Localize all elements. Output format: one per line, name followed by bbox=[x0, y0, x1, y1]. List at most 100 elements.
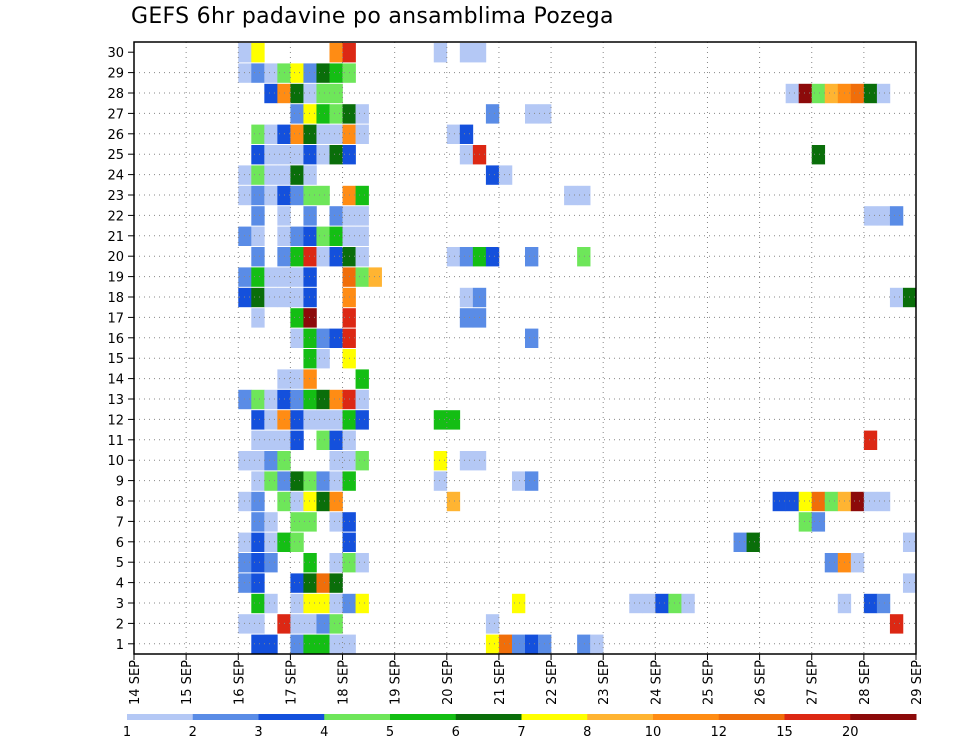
heatmap-cell bbox=[264, 634, 278, 654]
heatmap-cell bbox=[251, 430, 265, 450]
heatmap-cell bbox=[303, 553, 317, 573]
heatmap-cell bbox=[785, 83, 799, 104]
heatmap-cell bbox=[824, 83, 839, 104]
heatmap-cell bbox=[329, 451, 343, 471]
heatmap-cell bbox=[785, 491, 799, 512]
heatmap-cell bbox=[446, 247, 461, 267]
heatmap-cell bbox=[290, 267, 304, 287]
y-tick-label: 20 bbox=[107, 250, 124, 265]
heatmap-cell bbox=[342, 43, 356, 63]
legend-label: 1 bbox=[123, 725, 131, 740]
y-tick-label: 14 bbox=[107, 373, 124, 388]
y-tick-label: 28 bbox=[107, 87, 124, 102]
heatmap-cell bbox=[459, 124, 474, 144]
heatmap-cell bbox=[251, 491, 265, 512]
heatmap-cell bbox=[459, 247, 474, 267]
heatmap-cell bbox=[264, 124, 278, 144]
heatmap-cell bbox=[264, 410, 278, 430]
y-tick-label: 17 bbox=[107, 311, 124, 326]
heatmap-cell bbox=[264, 267, 278, 287]
heatmap-cell bbox=[798, 512, 813, 532]
heatmap-cell bbox=[251, 553, 265, 573]
heatmap-cell bbox=[355, 185, 369, 206]
heatmap-cell bbox=[850, 491, 865, 512]
heatmap-cell bbox=[238, 63, 252, 83]
heatmap-cell bbox=[316, 247, 330, 267]
heatmap-cell bbox=[303, 634, 317, 654]
heatmap-cell bbox=[368, 267, 382, 287]
y-tick-label: 16 bbox=[107, 332, 124, 347]
heatmap-cell bbox=[329, 206, 343, 226]
heatmap-cell bbox=[355, 369, 369, 389]
x-tick-label: 19 SEP bbox=[389, 660, 404, 705]
y-tick-label: 7 bbox=[116, 515, 124, 530]
heatmap-cell bbox=[264, 145, 278, 165]
legend-swatch bbox=[718, 714, 785, 720]
heatmap-cell bbox=[459, 287, 474, 308]
heatmap-cell bbox=[798, 83, 813, 104]
heatmap-cell bbox=[238, 573, 252, 593]
heatmap-cell bbox=[811, 491, 826, 512]
heatmap-cell bbox=[303, 83, 317, 104]
x-tick-label: 26 SEP bbox=[754, 660, 769, 705]
y-tick-label: 5 bbox=[116, 556, 124, 571]
heatmap-cell bbox=[863, 206, 878, 226]
heatmap-cell bbox=[316, 124, 330, 144]
heatmap-cell bbox=[433, 43, 448, 63]
x-tick-label: 23 SEP bbox=[597, 660, 612, 705]
x-tick-label: 21 SEP bbox=[493, 660, 508, 705]
heatmap-cell bbox=[290, 104, 304, 124]
heatmap-cell bbox=[303, 104, 317, 124]
heatmap-cell bbox=[746, 532, 760, 552]
heatmap-cell bbox=[329, 614, 343, 634]
heatmap-cell bbox=[316, 389, 330, 410]
heatmap-cell bbox=[355, 451, 369, 471]
heatmap-cell bbox=[316, 573, 330, 593]
heatmap-cell bbox=[355, 553, 369, 573]
legend-swatch bbox=[455, 714, 522, 720]
heatmap-cell bbox=[290, 471, 304, 491]
y-tick-label: 22 bbox=[107, 209, 124, 224]
heatmap-cell bbox=[316, 145, 330, 165]
y-tick-label: 13 bbox=[107, 393, 124, 408]
y-tick-label: 12 bbox=[107, 413, 124, 428]
heatmap-cell bbox=[355, 389, 369, 410]
heatmap-cell bbox=[459, 43, 474, 63]
heatmap-cell bbox=[498, 165, 513, 185]
heatmap-cell bbox=[876, 491, 891, 512]
x-tick-label: 27 SEP bbox=[806, 660, 821, 705]
heatmap-cell bbox=[303, 573, 317, 593]
heatmap-cell bbox=[264, 63, 278, 83]
heatmap-cell bbox=[355, 267, 369, 287]
heatmap-cell bbox=[863, 491, 878, 512]
heatmap-cell bbox=[316, 104, 330, 124]
heatmap-cell bbox=[290, 165, 304, 185]
heatmap-cell bbox=[316, 226, 330, 246]
legend-swatch bbox=[324, 714, 391, 720]
y-tick-label: 8 bbox=[116, 495, 124, 510]
heatmap-cell bbox=[303, 165, 317, 185]
heatmap-cell bbox=[316, 593, 330, 614]
legend-swatch bbox=[587, 714, 654, 720]
heatmap-cell bbox=[264, 471, 278, 491]
heatmap-cell bbox=[303, 410, 317, 430]
x-tick-label: 15 SEP bbox=[180, 660, 195, 705]
heatmap-cell bbox=[889, 287, 904, 308]
heatmap-cell bbox=[251, 451, 265, 471]
heatmap-cell bbox=[316, 328, 330, 348]
heatmap-cell bbox=[251, 634, 265, 654]
y-tick-label: 11 bbox=[107, 434, 124, 449]
heatmap-cell bbox=[564, 185, 578, 206]
heatmap-cell bbox=[303, 124, 317, 144]
heatmap-cell bbox=[342, 308, 356, 328]
legend-label: 10 bbox=[645, 725, 662, 740]
heatmap-cell bbox=[329, 63, 343, 83]
y-tick-label: 3 bbox=[116, 597, 124, 612]
heatmap-cell bbox=[798, 491, 813, 512]
heatmap-cell bbox=[238, 43, 252, 63]
heatmap-cell bbox=[511, 471, 526, 491]
heatmap-cell bbox=[251, 287, 265, 308]
heatmap-cell bbox=[303, 369, 317, 389]
heatmap-cell bbox=[329, 634, 343, 654]
heatmap-cell bbox=[355, 593, 369, 614]
